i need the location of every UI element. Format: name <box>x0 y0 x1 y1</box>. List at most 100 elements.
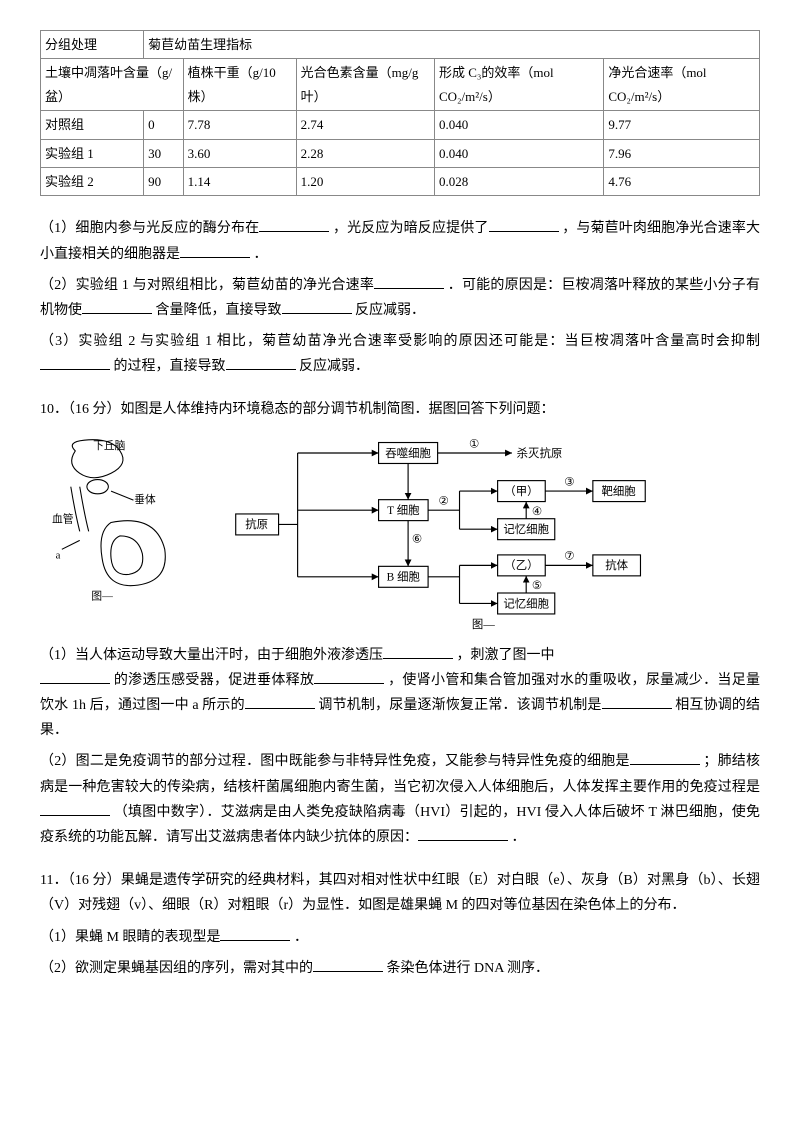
q10-title: 10．（16 分）如图是人体维持内环境稳态的部分调节机制简图．据图回答下列问题： <box>40 397 760 422</box>
blank[interactable] <box>245 694 315 709</box>
blank[interactable] <box>282 299 352 314</box>
d2-antigen: 抗原 <box>245 517 268 531</box>
q11-p1: （1）果蝇 M 眼睛的表现型是 ． <box>40 925 760 950</box>
q10-p2: （2）图二是免疫调节的部分过程．图中既能参与非特异性免疫，又能参与特异性免疫的细… <box>40 749 760 850</box>
q9-p1: （1）细胞内参与光反应的酶分布在 ，光反应为暗反应提供了 ，与菊苣叶肉细胞净光合… <box>40 216 760 266</box>
d2-n6: ⑥ <box>412 533 422 545</box>
d2-n2: ② <box>439 495 449 507</box>
cell-r3c3: 7.78 <box>183 111 296 139</box>
cell-r3c1: 对照组 <box>41 111 144 139</box>
d2-jia: （甲） <box>504 485 538 498</box>
d2-kill: 杀灭抗原 <box>517 445 563 459</box>
q9-p3: （3）实验组 2 与实验组 1 相比，菊苣幼苗净光合速率受影响的原因还可能是：当… <box>40 329 760 379</box>
blank[interactable] <box>418 826 508 841</box>
blank[interactable] <box>82 299 152 314</box>
cell-r3c6: 9.77 <box>604 111 760 139</box>
d2-tcell: T 细胞 <box>387 503 419 517</box>
q9-p1-t2: ，光反应为暗反应提供了 <box>333 221 489 236</box>
q9-p1-t1: （1）细胞内参与光反应的酶分布在 <box>40 221 259 236</box>
d2-caption: 图— <box>472 618 495 631</box>
d2-n1: ① <box>469 438 479 450</box>
q11-p2-t2: 条染色体进行 DNA 测序． <box>387 961 550 976</box>
q11-p2-t1: （2）欲测定果蝇基因组的序列，需对其中的 <box>40 961 313 976</box>
q10-p1-t5: 调节机制，尿量逐渐恢复正常．该调节机制是 <box>318 698 601 713</box>
q9-p2-t3: 含量降低，直接导致 <box>156 303 282 318</box>
blank[interactable] <box>180 243 250 258</box>
q9-p3-t2: 的过程，直接导致 <box>114 359 226 374</box>
d2-n4: ④ <box>532 506 542 518</box>
d2-n5: ⑤ <box>532 580 542 592</box>
q11-p1-t2: ． <box>294 930 308 945</box>
cell-r4c2: 30 <box>144 139 184 167</box>
blank[interactable] <box>40 801 110 816</box>
cell-r5c1: 实验组 2 <box>41 167 144 195</box>
blank[interactable] <box>40 355 110 370</box>
cell-r2c1: 土壤中凋落叶含量（g/盆） <box>41 59 184 111</box>
d2-mem2: 记忆细胞 <box>503 596 549 610</box>
blank[interactable] <box>602 694 672 709</box>
cell-r2c5: 净光合速率（mol CO₂/m²/s） <box>604 59 760 111</box>
q9-p1-t4: ． <box>254 247 268 262</box>
q9-p3-t1: （3）实验组 2 与实验组 1 相比，菊苣幼苗净光合速率受影响的原因还可能是：当… <box>40 334 760 349</box>
q10-p1-t2: ，刺激了图一中 <box>457 648 555 663</box>
q9-p3-t3: 反应减弱． <box>299 359 369 374</box>
cell-r1c2: 菊苣幼苗生理指标 <box>144 31 760 59</box>
q10-p2-t3: （填图中数字）．艾滋病是由人类免疫缺陷病毒（HVI）引起的，HVI 侵入人体后破… <box>40 805 760 845</box>
d1-label4: a <box>56 549 61 561</box>
d2-phago: 吞噬细胞 <box>385 445 431 459</box>
cell-r4c5: 0.040 <box>434 139 603 167</box>
blank[interactable] <box>383 644 453 659</box>
diagram1: 下丘脑 垂体 血管 a 图— <box>40 433 200 603</box>
blank[interactable] <box>259 217 329 232</box>
q10-p2-t4: ． <box>512 830 526 845</box>
d2-mem1: 记忆细胞 <box>503 522 549 536</box>
q11-p2: （2）欲测定果蝇基因组的序列，需对其中的 条染色体进行 DNA 测序． <box>40 956 760 981</box>
cell-r2c4: 形成 C₃的效率（mol CO₂/m²/s） <box>434 59 603 111</box>
blank[interactable] <box>220 926 290 941</box>
blank[interactable] <box>314 669 384 684</box>
cell-r5c5: 0.028 <box>434 167 603 195</box>
blank[interactable] <box>313 957 383 972</box>
cell-r5c4: 1.20 <box>296 167 434 195</box>
q11-title: 11．（16 分）果蝇是遗传学研究的经典材料，其四对相对性状中红眼（E）对白眼（… <box>40 868 760 918</box>
data-table: 分组处理 菊苣幼苗生理指标 土壤中凋落叶含量（g/盆） 植株干重（g/10 株）… <box>40 30 760 196</box>
cell-r3c5: 0.040 <box>434 111 603 139</box>
q9-p2-t4: 反应减弱． <box>355 303 425 318</box>
cell-r4c3: 3.60 <box>183 139 296 167</box>
cell-r2c2: 植株干重（g/10 株） <box>183 59 296 111</box>
d2-target: 靶细胞 <box>601 484 635 498</box>
cell-r4c1: 实验组 1 <box>41 139 144 167</box>
d2-bcell: B 细胞 <box>387 569 420 583</box>
d1-caption: 图— <box>91 590 113 602</box>
cell-r3c2: 0 <box>144 111 184 139</box>
cell-r2c3: 光合色素含量（mg/g 叶） <box>296 59 434 111</box>
d1-label2: 垂体 <box>134 493 156 505</box>
cell-r5c6: 4.76 <box>604 167 760 195</box>
d2-n3: ③ <box>564 476 574 488</box>
cell-r5c2: 90 <box>144 167 184 195</box>
q9-p2-t1: （2）实验组 1 与对照组相比，菊苣幼苗的净光合速率 <box>40 278 374 293</box>
cell-r4c4: 2.28 <box>296 139 434 167</box>
blank[interactable] <box>40 669 110 684</box>
diagram-row: 下丘脑 垂体 血管 a 图— 抗原 吞噬细胞 杀灭抗原 T 细胞 <box>40 433 760 633</box>
q10-p2-t1: （2）图二是免疫调节的部分过程．图中既能参与非特异性免疫，又能参与特异性免疫的细… <box>40 754 630 769</box>
blank[interactable] <box>374 274 444 289</box>
d2-n7: ⑦ <box>564 550 574 562</box>
cell-r5c3: 1.14 <box>183 167 296 195</box>
blank[interactable] <box>489 217 559 232</box>
cell-r3c4: 2.74 <box>296 111 434 139</box>
blank[interactable] <box>226 355 296 370</box>
d1-label1: 下丘脑 <box>93 439 125 452</box>
q10-p1-t1: （1）当人体运动导致大量出汗时，由于细胞外液渗透压 <box>40 648 383 663</box>
q11-p1-t1: （1）果蝇 M 眼睛的表现型是 <box>40 930 220 945</box>
d2-yi: （乙） <box>504 559 538 572</box>
diagram2: 抗原 吞噬细胞 杀灭抗原 T 细胞 （甲） 靶细胞 记忆细胞 B 细胞 （乙） … <box>220 433 680 633</box>
q10-p1: （1）当人体运动导致大量出汗时，由于细胞外液渗透压 ，刺激了图一中 的渗透压感受… <box>40 643 760 744</box>
q10-p1-t3: 的渗透压感受器，促进垂体释放 <box>114 673 314 688</box>
q9-p2: （2）实验组 1 与对照组相比，菊苣幼苗的净光合速率 ．可能的原因是：巨桉凋落叶… <box>40 273 760 323</box>
blank[interactable] <box>630 750 700 765</box>
d1-label3: 血管 <box>52 512 74 525</box>
cell-r1c1: 分组处理 <box>41 31 144 59</box>
cell-r4c6: 7.96 <box>604 139 760 167</box>
d2-antibody: 抗体 <box>605 558 628 572</box>
